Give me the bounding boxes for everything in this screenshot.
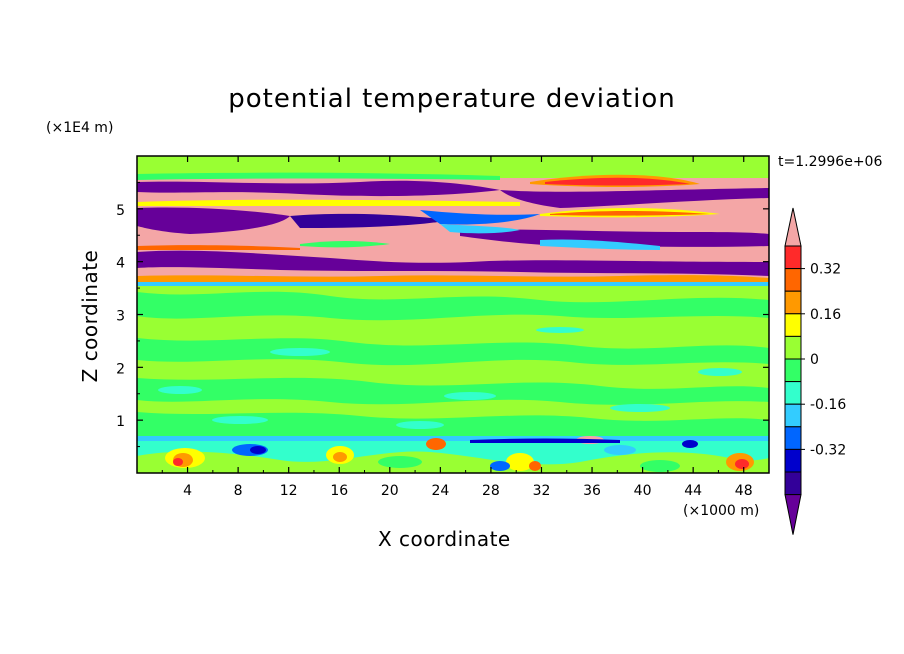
x-tick-label: 40 xyxy=(634,483,652,499)
x-tick-label: 32 xyxy=(533,483,551,499)
x-tick-label: 4 xyxy=(183,483,192,499)
colorbar-label: 0.16 xyxy=(810,307,841,323)
upper-layers xyxy=(137,172,769,286)
colorbar-label: 0.32 xyxy=(810,262,841,278)
colorbar-bottom-arrow xyxy=(784,494,802,535)
colorbar-top-arrow xyxy=(784,207,802,247)
colorbar-swatch xyxy=(784,268,802,292)
colorbar-swatch xyxy=(784,335,802,360)
x-tick-label: 24 xyxy=(431,483,449,499)
time-label: t=1.2996e+06 xyxy=(778,154,883,170)
colorbar-label: -0.32 xyxy=(810,442,846,458)
x-tick-label: 16 xyxy=(330,483,348,499)
x-axis-label: X coordinate xyxy=(378,527,511,551)
colorbar: 0.32 0.16 0 -0.16 -0.32 xyxy=(784,207,846,535)
colorbar-swatch xyxy=(784,313,802,337)
x-tick-label: 48 xyxy=(735,483,753,499)
x-tick-label: 28 xyxy=(482,483,500,499)
colorbar-swatch xyxy=(784,426,802,450)
colorbar-swatch xyxy=(784,471,802,496)
x-tick-label: 44 xyxy=(684,483,702,499)
y-tick-label: 4 xyxy=(116,256,125,272)
y-tick-label: 3 xyxy=(116,309,125,325)
colorbar-label: 0 xyxy=(810,352,819,368)
y-tick-label: 1 xyxy=(116,414,125,430)
colorbar-swatch xyxy=(784,381,802,405)
y-tick-label: 5 xyxy=(116,203,125,219)
colorbar-swatch xyxy=(784,403,802,428)
bottom-layer xyxy=(137,436,769,473)
colorbar-swatch xyxy=(784,290,802,315)
z-unit-label: (×1E4 m) xyxy=(46,120,114,136)
colorbar-swatch xyxy=(784,245,802,270)
x-tick-label: 8 xyxy=(234,483,243,499)
x-tick-label: 36 xyxy=(583,483,601,499)
x-tick-label: 20 xyxy=(381,483,399,499)
colorbar-swatch xyxy=(784,358,802,383)
colorbar-swatch xyxy=(784,448,802,473)
chart-title: potential temperature deviation xyxy=(228,84,676,114)
x-unit-label: (×1000 m) xyxy=(683,503,760,519)
x-tick-label: 12 xyxy=(280,483,298,499)
colorbar-label: -0.16 xyxy=(810,397,846,413)
mid-layer-cyan-specks xyxy=(158,327,742,429)
contour-field xyxy=(137,156,769,473)
y-tick-label: 2 xyxy=(116,361,125,377)
